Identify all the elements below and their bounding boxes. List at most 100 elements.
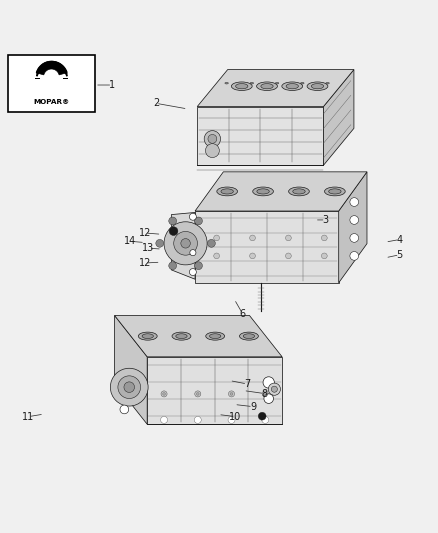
Ellipse shape xyxy=(293,189,305,194)
Ellipse shape xyxy=(328,189,341,194)
Text: 10: 10 xyxy=(230,411,242,422)
Circle shape xyxy=(350,233,359,243)
Ellipse shape xyxy=(225,82,228,84)
Circle shape xyxy=(124,382,134,392)
Circle shape xyxy=(196,393,199,395)
Text: 8: 8 xyxy=(261,389,268,399)
Circle shape xyxy=(263,377,274,388)
Polygon shape xyxy=(35,78,40,79)
Circle shape xyxy=(229,391,234,397)
Circle shape xyxy=(208,134,217,143)
Polygon shape xyxy=(115,316,147,424)
Ellipse shape xyxy=(206,332,225,340)
Circle shape xyxy=(205,144,219,158)
Circle shape xyxy=(174,231,198,255)
Ellipse shape xyxy=(307,82,328,91)
Text: 13: 13 xyxy=(142,243,155,253)
Ellipse shape xyxy=(221,189,233,194)
Circle shape xyxy=(286,235,291,241)
Circle shape xyxy=(189,269,196,276)
Polygon shape xyxy=(323,70,354,165)
Bar xyxy=(8,55,95,112)
Circle shape xyxy=(162,393,166,395)
Ellipse shape xyxy=(176,334,187,338)
Text: 4: 4 xyxy=(396,235,403,245)
Polygon shape xyxy=(197,70,354,107)
Circle shape xyxy=(250,235,255,241)
Ellipse shape xyxy=(326,82,329,84)
Circle shape xyxy=(268,383,280,395)
Circle shape xyxy=(190,249,196,256)
Circle shape xyxy=(118,376,141,399)
Circle shape xyxy=(195,391,201,397)
Circle shape xyxy=(230,393,233,395)
Ellipse shape xyxy=(138,332,157,340)
Ellipse shape xyxy=(217,187,237,196)
Text: 2: 2 xyxy=(153,98,159,108)
Ellipse shape xyxy=(231,82,252,91)
Ellipse shape xyxy=(289,187,309,196)
Text: 12: 12 xyxy=(139,228,151,238)
Polygon shape xyxy=(115,316,282,357)
Circle shape xyxy=(321,235,327,241)
Circle shape xyxy=(120,405,129,414)
Circle shape xyxy=(194,262,202,270)
Circle shape xyxy=(214,235,219,241)
Polygon shape xyxy=(36,61,67,75)
Circle shape xyxy=(228,416,235,423)
Polygon shape xyxy=(147,357,282,424)
Circle shape xyxy=(161,416,167,423)
Ellipse shape xyxy=(276,82,279,84)
Circle shape xyxy=(169,262,177,270)
Text: 11: 11 xyxy=(22,411,35,422)
Circle shape xyxy=(169,227,178,236)
Polygon shape xyxy=(195,211,339,283)
Ellipse shape xyxy=(240,332,258,340)
Circle shape xyxy=(321,253,327,259)
Text: 14: 14 xyxy=(124,236,136,246)
Ellipse shape xyxy=(243,334,254,338)
Circle shape xyxy=(262,391,268,397)
Circle shape xyxy=(350,198,359,206)
Circle shape xyxy=(156,239,164,247)
Circle shape xyxy=(110,368,148,406)
Circle shape xyxy=(181,239,191,248)
Ellipse shape xyxy=(253,187,273,196)
Polygon shape xyxy=(63,78,68,79)
Circle shape xyxy=(264,394,273,403)
Ellipse shape xyxy=(261,84,273,89)
Text: 1: 1 xyxy=(110,80,116,90)
Ellipse shape xyxy=(257,189,269,194)
Circle shape xyxy=(250,253,255,259)
Polygon shape xyxy=(171,213,195,279)
Ellipse shape xyxy=(142,334,153,338)
Ellipse shape xyxy=(209,334,221,338)
Circle shape xyxy=(194,217,202,225)
Circle shape xyxy=(264,393,267,395)
Circle shape xyxy=(161,391,167,397)
Text: 5: 5 xyxy=(396,250,403,260)
Text: 9: 9 xyxy=(250,402,256,411)
Polygon shape xyxy=(197,107,323,165)
Ellipse shape xyxy=(300,82,304,84)
Text: MOPAR®: MOPAR® xyxy=(33,99,70,105)
Circle shape xyxy=(169,217,177,225)
Ellipse shape xyxy=(236,84,248,89)
Circle shape xyxy=(258,412,266,420)
Circle shape xyxy=(204,131,221,147)
Polygon shape xyxy=(195,172,367,211)
Circle shape xyxy=(189,213,196,220)
Polygon shape xyxy=(339,172,367,283)
Ellipse shape xyxy=(172,332,191,340)
Text: 12: 12 xyxy=(139,258,151,268)
Circle shape xyxy=(262,416,269,423)
Text: 7: 7 xyxy=(244,379,251,389)
Ellipse shape xyxy=(257,82,277,91)
Circle shape xyxy=(286,253,291,259)
Circle shape xyxy=(208,239,215,247)
Circle shape xyxy=(194,416,201,423)
Circle shape xyxy=(350,216,359,224)
Circle shape xyxy=(271,386,277,392)
Circle shape xyxy=(350,252,359,260)
Text: 6: 6 xyxy=(240,309,246,319)
